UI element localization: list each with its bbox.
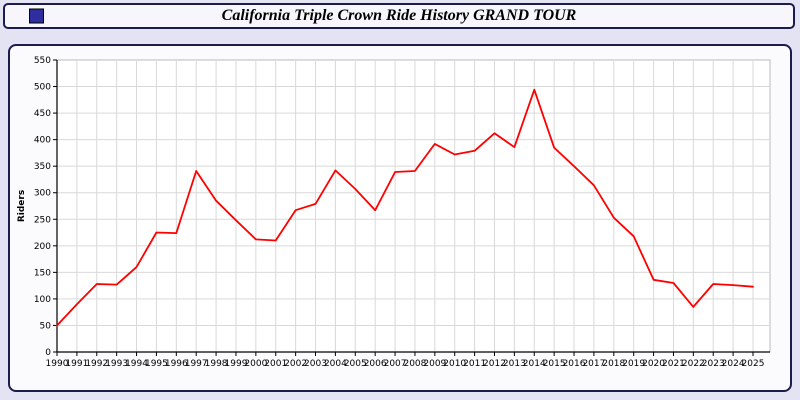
x-tick-label: 2011 [463, 359, 486, 369]
x-tick-label: 1996 [165, 359, 188, 369]
x-tick-label: 2018 [602, 359, 625, 369]
x-tick-label: 2022 [682, 359, 705, 369]
title-icon [29, 8, 44, 24]
x-tick-label: 1999 [225, 359, 248, 369]
x-tick-label: 2010 [443, 359, 466, 369]
y-tick-label: 450 [34, 109, 51, 119]
y-tick-label: 250 [34, 215, 51, 225]
x-tick-label: 2012 [483, 359, 506, 369]
x-tick-label: 2014 [523, 359, 546, 369]
riders-line [56, 88, 754, 327]
x-tick-label: 2024 [722, 359, 745, 369]
y-tick-label: 350 [34, 162, 51, 172]
x-tick-label: 2020 [642, 359, 665, 369]
x-tick-label: 1993 [105, 359, 128, 369]
y-tick-label: 400 [34, 136, 51, 146]
y-tick-label: 200 [34, 242, 51, 252]
x-tick-label: 1998 [205, 359, 228, 369]
x-tick-label: 1997 [185, 359, 208, 369]
y-tick-label: 550 [34, 56, 51, 66]
x-tick-label: 2016 [563, 359, 586, 369]
x-tick-label: 2013 [503, 359, 526, 369]
x-tick-label: 1992 [85, 359, 108, 369]
plot-area: 0501001502002503003504004505005501990199… [34, 56, 771, 369]
y-tick-label: 0 [45, 348, 51, 358]
x-tick-label: 2007 [384, 359, 407, 369]
x-tick-label: 1995 [145, 359, 168, 369]
x-tick-label: 2019 [622, 359, 645, 369]
y-tick-label: 500 [34, 83, 51, 93]
x-tick-label: 2003 [304, 359, 327, 369]
chart-container: Riders 0 50 100 150 200 250 300 350 400 450 500 550… [8, 44, 792, 392]
x-tick-label: 2000 [244, 359, 267, 369]
x-tick-label: 2008 [403, 359, 426, 369]
x-tick-label: 2015 [543, 359, 566, 369]
x-tick-label: 2023 [702, 359, 725, 369]
x-tick-label: 2002 [284, 359, 307, 369]
ride-history-chart: Riders 0 50 100 150 200 250 300 350 400 450 500 550… [17, 56, 771, 369]
x-tick-label: 1994 [125, 359, 148, 369]
y-tick-label: 150 [34, 268, 51, 278]
x-tick-label: 2001 [264, 359, 287, 369]
x-tick-label: 2009 [423, 359, 446, 369]
x-tick-label: 2004 [324, 359, 347, 369]
x-tick-label: 2025 [742, 359, 765, 369]
x-tick-label: 2006 [364, 359, 387, 369]
page-title: California Triple Crown Ride History GRA… [221, 7, 577, 24]
x-tick-label: 2005 [344, 359, 367, 369]
y-tick-label: 100 [34, 295, 51, 305]
x-tick-label: 1991 [65, 359, 88, 369]
plot-background [56, 59, 771, 353]
x-tick-label: 1990 [46, 359, 69, 369]
x-tick-label: 2021 [662, 359, 685, 369]
x-tick-label: 2017 [582, 359, 605, 369]
y-axis-title: Riders [17, 190, 27, 222]
y-tick-label: 300 [34, 189, 51, 199]
y-tick-label: 50 [40, 321, 52, 331]
title-bar: California Triple Crown Ride History GRA… [3, 3, 795, 29]
